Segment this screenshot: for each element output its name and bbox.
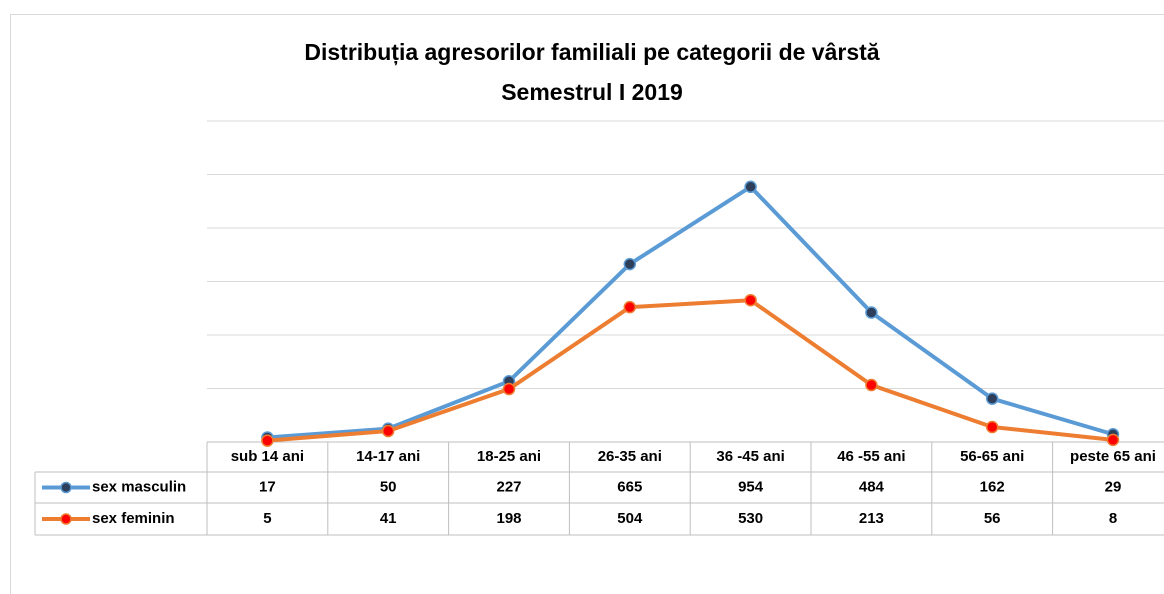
chart-frame — [10, 14, 1164, 594]
table-value: 17 — [259, 478, 276, 495]
table-value: 8 — [1109, 510, 1117, 527]
legend-marker — [60, 513, 72, 525]
point — [381, 424, 395, 438]
point — [865, 306, 878, 319]
x-tick-label: 56-65 ani — [960, 448, 1024, 465]
chart-title: Distribuția agresorilor familiali pe cat… — [304, 39, 879, 66]
series-line — [267, 184, 1114, 440]
legend-label: sex masculin — [92, 478, 186, 495]
x-tick-label: 26-35 ani — [598, 448, 662, 465]
table-value: 5 — [263, 510, 271, 527]
point — [502, 382, 516, 396]
x-tick-label: 14-17 ani — [356, 448, 420, 465]
legend-marker — [60, 481, 72, 494]
table-value: 56 — [984, 510, 1001, 527]
table-value: 954 — [738, 478, 764, 495]
table-value: 227 — [496, 478, 521, 495]
x-tick-label: peste 65 ani — [1070, 448, 1156, 465]
table-value: 665 — [617, 478, 642, 495]
table-value: 50 — [380, 478, 397, 495]
x-tick-label: 18-25 ani — [477, 448, 541, 465]
point — [623, 257, 637, 271]
table-value: 484 — [859, 478, 885, 495]
legend-label: sex feminin — [92, 510, 175, 527]
table-value: 162 — [980, 478, 1005, 495]
series-line — [267, 298, 1114, 443]
table-value: 198 — [496, 510, 521, 527]
table-value: 504 — [617, 510, 643, 527]
x-tick-label: 46 -55 ani — [837, 448, 905, 465]
point — [744, 180, 757, 194]
point — [744, 293, 757, 307]
x-tick-label: sub 14 ani — [231, 448, 304, 465]
table-value: 29 — [1105, 478, 1122, 495]
point — [623, 300, 637, 314]
table-value: 213 — [859, 510, 884, 527]
table-value: 530 — [738, 510, 763, 527]
table-value: 41 — [380, 510, 397, 527]
point — [985, 392, 999, 405]
point — [985, 420, 999, 434]
x-tick-label: 36 -45 ani — [716, 448, 784, 465]
chart-subtitle: Semestrul I 2019 — [501, 79, 683, 105]
point — [261, 434, 274, 447]
point — [1106, 433, 1120, 447]
point — [865, 378, 878, 392]
